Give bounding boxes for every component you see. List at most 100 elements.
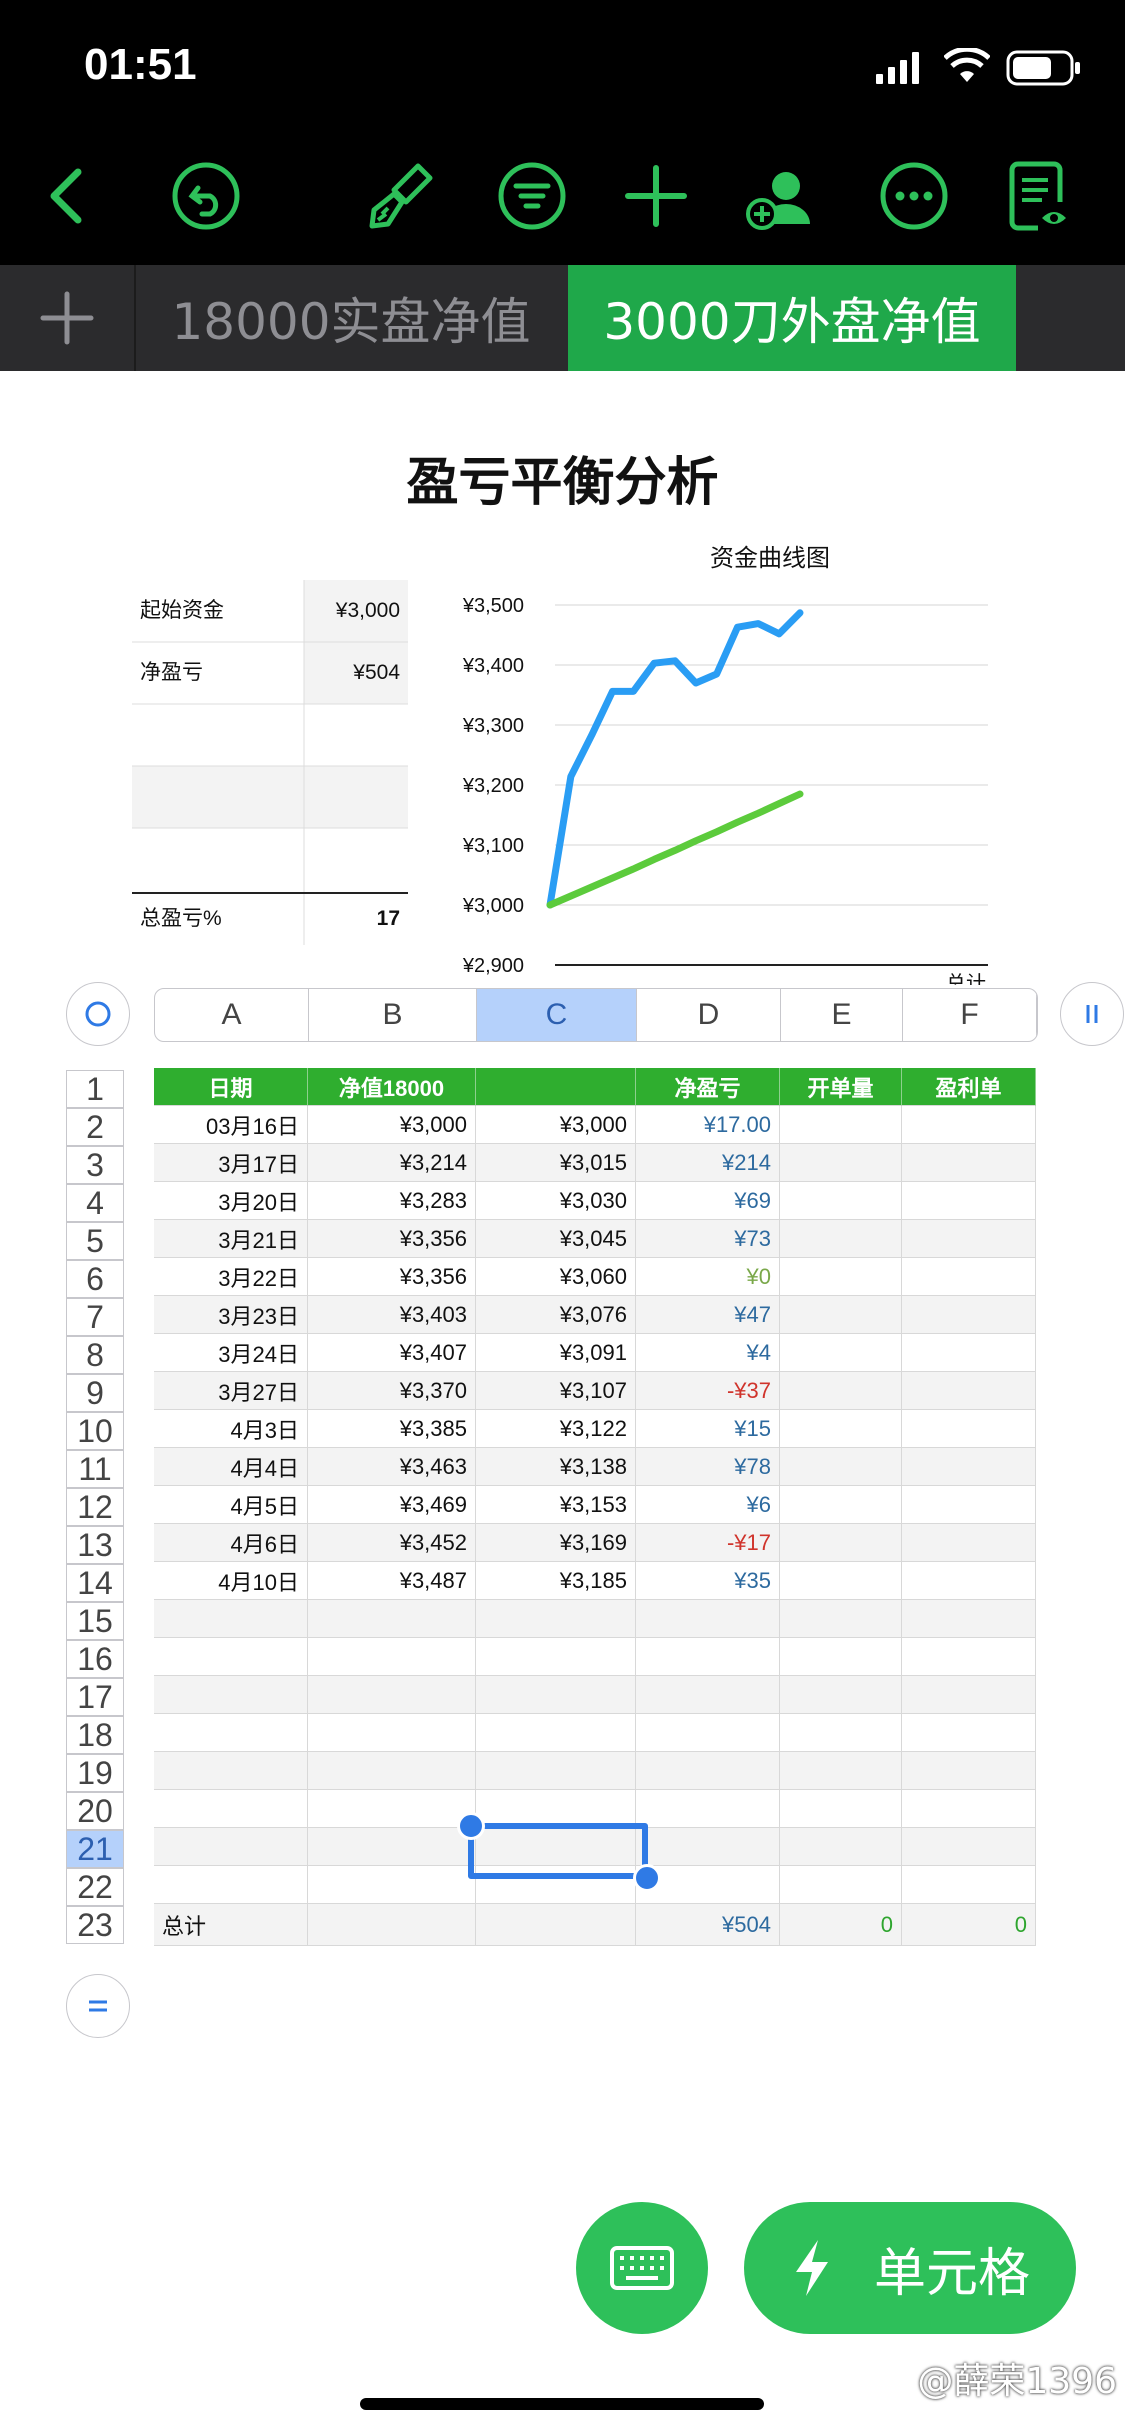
table-cell[interactable] xyxy=(308,1790,476,1828)
table-cell[interactable]: ¥3,000 xyxy=(476,1106,636,1144)
table-cell[interactable] xyxy=(308,1752,476,1790)
table-cell[interactable] xyxy=(154,1638,308,1676)
table-cell[interactable] xyxy=(902,1790,1036,1828)
table-header-cell[interactable]: 净盈亏 xyxy=(636,1068,780,1106)
table-cell[interactable] xyxy=(154,1714,308,1752)
table-cell[interactable] xyxy=(636,1790,780,1828)
row-number[interactable]: 4 xyxy=(66,1184,124,1222)
column-header-c[interactable]: C xyxy=(477,989,637,1041)
table-cell[interactable] xyxy=(780,1182,902,1220)
select-table-button[interactable] xyxy=(66,982,130,1046)
table-cell[interactable] xyxy=(780,1752,902,1790)
table-cell[interactable]: ¥3,076 xyxy=(476,1296,636,1334)
table-cell[interactable] xyxy=(636,1752,780,1790)
table-cell[interactable]: ¥3,469 xyxy=(308,1486,476,1524)
table-cell[interactable] xyxy=(636,1600,780,1638)
home-indicator[interactable] xyxy=(360,2398,764,2410)
more-icon[interactable] xyxy=(876,158,952,234)
table-cell[interactable] xyxy=(780,1410,902,1448)
table-cell[interactable] xyxy=(780,1486,902,1524)
table-cell[interactable] xyxy=(780,1866,902,1904)
table-cell[interactable] xyxy=(780,1524,902,1562)
table-cell[interactable] xyxy=(308,1638,476,1676)
table-cell[interactable]: ¥69 xyxy=(636,1182,780,1220)
table-cell[interactable] xyxy=(780,1600,902,1638)
table-cell[interactable]: ¥3,356 xyxy=(308,1258,476,1296)
table-cell[interactable] xyxy=(902,1714,1036,1752)
footer-label-cell[interactable]: 总计 xyxy=(154,1904,308,1946)
table-cell[interactable] xyxy=(780,1790,902,1828)
table-cell[interactable]: ¥3,463 xyxy=(308,1448,476,1486)
reader-view-icon[interactable] xyxy=(1002,158,1078,234)
table-cell[interactable] xyxy=(902,1258,1036,1296)
table-cell[interactable]: 3月21日 xyxy=(154,1220,308,1258)
table-cell[interactable]: 4月4日 xyxy=(154,1448,308,1486)
table-cell[interactable]: 4月3日 xyxy=(154,1410,308,1448)
table-cell[interactable]: ¥3,153 xyxy=(476,1486,636,1524)
table-cell[interactable] xyxy=(476,1638,636,1676)
table-cell[interactable] xyxy=(780,1334,902,1372)
table-cell[interactable]: ¥35 xyxy=(636,1562,780,1600)
table-header-cell[interactable] xyxy=(476,1068,636,1106)
table-cell[interactable] xyxy=(902,1524,1036,1562)
table-cell[interactable] xyxy=(902,1600,1036,1638)
table-header-cell[interactable]: 开单量 xyxy=(780,1068,902,1106)
table-cell[interactable]: ¥15 xyxy=(636,1410,780,1448)
table-cell[interactable]: ¥3,169 xyxy=(476,1524,636,1562)
table-cell[interactable] xyxy=(636,1638,780,1676)
footer-net-cell[interactable]: ¥504 xyxy=(636,1904,780,1946)
table-cell[interactable] xyxy=(780,1676,902,1714)
table-cell[interactable] xyxy=(308,1828,476,1866)
equity-curve-chart[interactable]: 资金曲线图 ¥3,500 ¥3,400 ¥3,300 ¥3,200 ¥3,100 ¥3,0… xyxy=(440,530,1000,985)
table-cell[interactable] xyxy=(476,1828,636,1866)
table-cell[interactable] xyxy=(902,1410,1036,1448)
column-header-e[interactable]: E xyxy=(781,989,903,1041)
row-number[interactable]: 18 xyxy=(66,1716,124,1754)
row-number[interactable]: 2 xyxy=(66,1108,124,1146)
table-cell[interactable] xyxy=(902,1486,1036,1524)
table-cell[interactable] xyxy=(476,1866,636,1904)
table-cell[interactable]: ¥3,283 xyxy=(308,1182,476,1220)
column-header-f[interactable]: F xyxy=(903,989,1037,1041)
table-cell[interactable]: ¥73 xyxy=(636,1220,780,1258)
table-cell[interactable] xyxy=(308,1600,476,1638)
table-cell[interactable] xyxy=(780,1106,902,1144)
table-cell[interactable]: ¥3,385 xyxy=(308,1410,476,1448)
table-cell[interactable]: ¥17.00 xyxy=(636,1106,780,1144)
add-icon[interactable] xyxy=(618,158,694,234)
table-cell[interactable] xyxy=(476,1714,636,1752)
table-cell[interactable] xyxy=(902,1144,1036,1182)
row-number[interactable]: 12 xyxy=(66,1488,124,1526)
table-cell[interactable]: ¥78 xyxy=(636,1448,780,1486)
table-cell[interactable] xyxy=(154,1828,308,1866)
tab-18000[interactable]: 18000实盘净值 xyxy=(171,293,531,351)
row-number[interactable]: 21 xyxy=(66,1830,124,1868)
table-cell[interactable] xyxy=(902,1372,1036,1410)
row-number[interactable]: 11 xyxy=(66,1450,124,1488)
table-cell[interactable]: ¥0 xyxy=(636,1258,780,1296)
row-number[interactable]: 7 xyxy=(66,1298,124,1336)
table-cell[interactable] xyxy=(902,1866,1036,1904)
table-cell[interactable] xyxy=(780,1144,902,1182)
row-number[interactable]: 13 xyxy=(66,1526,124,1564)
footer-cell[interactable] xyxy=(308,1904,476,1946)
column-header-a[interactable]: A xyxy=(155,989,309,1041)
table-header-cell[interactable]: 盈利单 xyxy=(902,1068,1036,1106)
back-icon[interactable] xyxy=(30,158,106,234)
table-cell[interactable]: ¥3,015 xyxy=(476,1144,636,1182)
table-cell[interactable]: ¥4 xyxy=(636,1334,780,1372)
table-cell[interactable]: ¥3,185 xyxy=(476,1562,636,1600)
table-cell[interactable]: ¥3,000 xyxy=(308,1106,476,1144)
table-cell[interactable] xyxy=(902,1182,1036,1220)
row-number[interactable]: 8 xyxy=(66,1336,124,1374)
table-cell[interactable]: ¥214 xyxy=(636,1144,780,1182)
table-cell[interactable] xyxy=(154,1600,308,1638)
table-cell[interactable] xyxy=(780,1372,902,1410)
table-cell[interactable]: 3月22日 xyxy=(154,1258,308,1296)
row-number[interactable]: 16 xyxy=(66,1640,124,1678)
table-cell[interactable]: ¥3,356 xyxy=(308,1220,476,1258)
table-cell[interactable]: ¥6 xyxy=(636,1486,780,1524)
table-cell[interactable] xyxy=(476,1752,636,1790)
table-cell[interactable] xyxy=(902,1220,1036,1258)
row-number[interactable]: 15 xyxy=(66,1602,124,1640)
